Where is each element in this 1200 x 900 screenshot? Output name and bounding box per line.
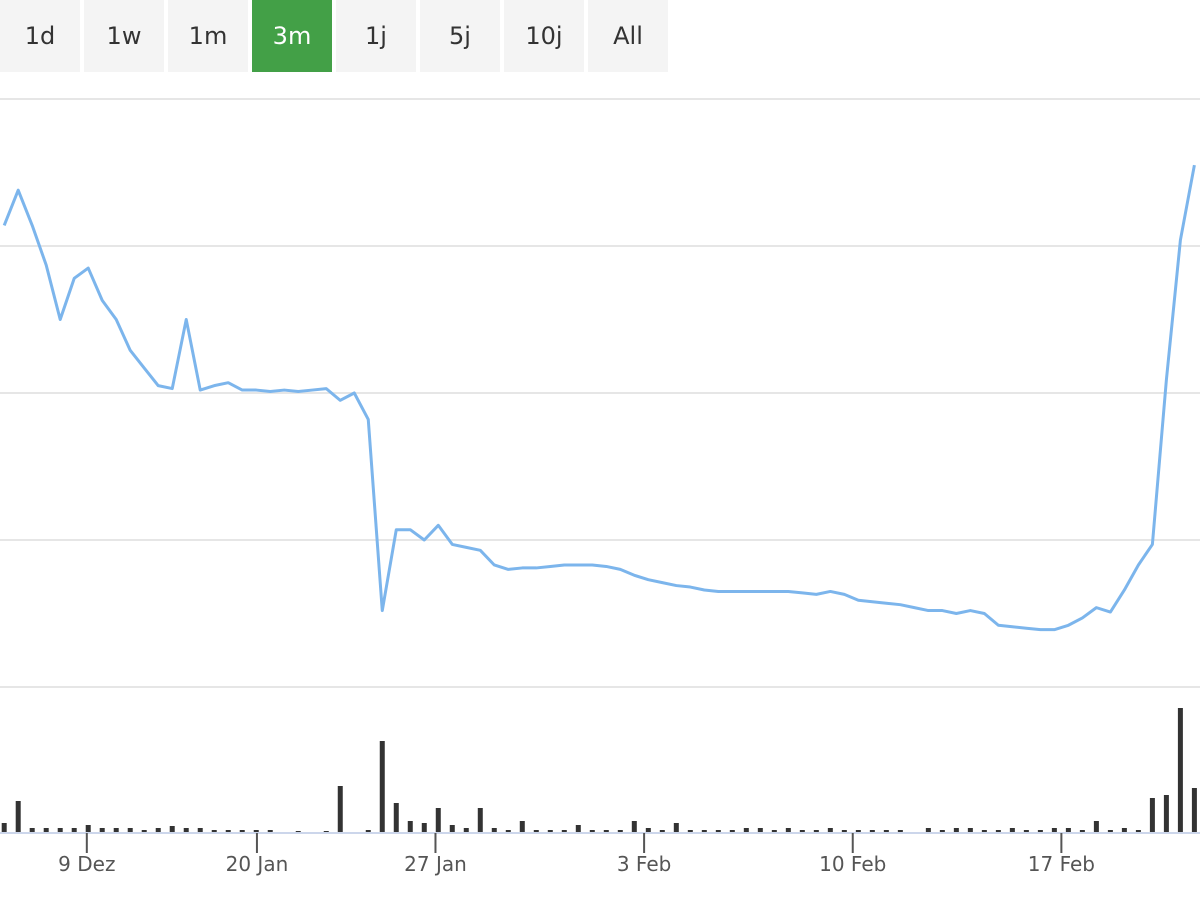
volume-bar (505, 830, 511, 833)
price-line (2, 164, 1196, 632)
x-tick-label: 27 Jan (404, 852, 467, 876)
volume-bar (99, 828, 105, 833)
volume-bar (197, 828, 203, 833)
volume-bar (869, 830, 875, 833)
volume-bar (1065, 828, 1071, 833)
volume-bar (897, 830, 903, 833)
volume-bar (365, 830, 371, 833)
range-button[interactable]: 10j (504, 0, 584, 72)
volume-bar (547, 830, 553, 833)
volume-bar (813, 830, 819, 833)
volume-bar (673, 823, 679, 833)
range-button[interactable]: 3m (252, 0, 332, 72)
volume-bar (589, 830, 595, 833)
volume-bar (141, 830, 147, 833)
volume-bar (1121, 828, 1127, 833)
volume-bar (967, 828, 973, 833)
volume-bar (1163, 795, 1169, 833)
volume-bar (239, 830, 245, 833)
volume-bar (799, 830, 805, 833)
volume-bar (617, 830, 623, 833)
volume-bar (981, 830, 987, 833)
volume-bar (477, 808, 483, 833)
volume-bar (561, 830, 567, 833)
volume-bar (1023, 830, 1029, 833)
volume-bar (113, 828, 119, 833)
volume-bar (85, 825, 91, 833)
volume-bar (253, 830, 259, 833)
volume-bar (855, 830, 861, 833)
volume-bar (771, 830, 777, 833)
volume-bar (757, 828, 763, 833)
volume-bar (925, 828, 931, 833)
range-button[interactable]: 1d (0, 0, 80, 72)
x-tick-label: 9 Dez (58, 852, 115, 876)
volume-bar (393, 803, 399, 833)
volume-bar (715, 830, 721, 833)
volume-bar (211, 830, 217, 833)
x-tick-label: 20 Jan (226, 852, 289, 876)
volume-bar (127, 828, 133, 833)
volume-bar (29, 828, 35, 833)
volume-bar (43, 828, 49, 833)
volume-bar (1135, 830, 1141, 833)
volume-bar (841, 830, 847, 833)
volume-bar (57, 828, 63, 833)
volume-bar (267, 830, 273, 833)
volume-bar (169, 826, 175, 833)
volume-bar (421, 823, 427, 833)
volume-bar (1051, 828, 1057, 833)
x-tick-label: 10 Feb (819, 852, 886, 876)
volume-bar (519, 821, 525, 833)
volume-bar (827, 828, 833, 833)
range-button[interactable]: 1m (168, 0, 248, 72)
range-button[interactable]: 1j (336, 0, 416, 72)
volume-bar (155, 828, 161, 833)
volume-bar (701, 830, 707, 833)
volume-bar (645, 828, 651, 833)
volume-bar (449, 825, 455, 833)
volume-bar (687, 830, 693, 833)
x-tick-label: 3 Feb (617, 852, 672, 876)
volume-bar (1009, 828, 1015, 833)
volume-bar (15, 801, 21, 833)
volume-bar (575, 825, 581, 833)
volume-bar (435, 808, 441, 833)
volume-bar (407, 821, 413, 833)
volume-bar (491, 828, 497, 833)
volume-bar (995, 830, 1001, 833)
volume-bar (1177, 708, 1183, 833)
volume-bar (743, 828, 749, 833)
volume-bar (379, 741, 385, 833)
volume-bar (729, 830, 735, 833)
volume-bar (1, 823, 7, 833)
volume-bar (533, 830, 539, 833)
volume-bar (1191, 788, 1197, 833)
volume-bar (71, 828, 77, 833)
range-button[interactable]: All (588, 0, 668, 72)
volume-bar (1079, 830, 1085, 833)
range-button[interactable]: 5j (420, 0, 500, 72)
volume-bar (183, 828, 189, 833)
volume-bar (953, 828, 959, 833)
x-tick-label: 17 Feb (1028, 852, 1095, 876)
volume-bar (939, 830, 945, 833)
volume-bar (1149, 798, 1155, 833)
volume-bar (785, 828, 791, 833)
volume-bar (883, 830, 889, 833)
range-selector: 1d 1w 1m 3m 1j 5j 10j All (0, 0, 668, 72)
volume-bar (1037, 830, 1043, 833)
volume-bar (463, 828, 469, 833)
volume-bar (1093, 821, 1099, 833)
volume-bar (631, 821, 637, 833)
range-button[interactable]: 1w (84, 0, 164, 72)
volume-bar (1107, 830, 1113, 833)
volume-bar (659, 830, 665, 833)
volume-bar (337, 786, 343, 833)
volume-bar (225, 830, 231, 833)
volume-bar (603, 830, 609, 833)
